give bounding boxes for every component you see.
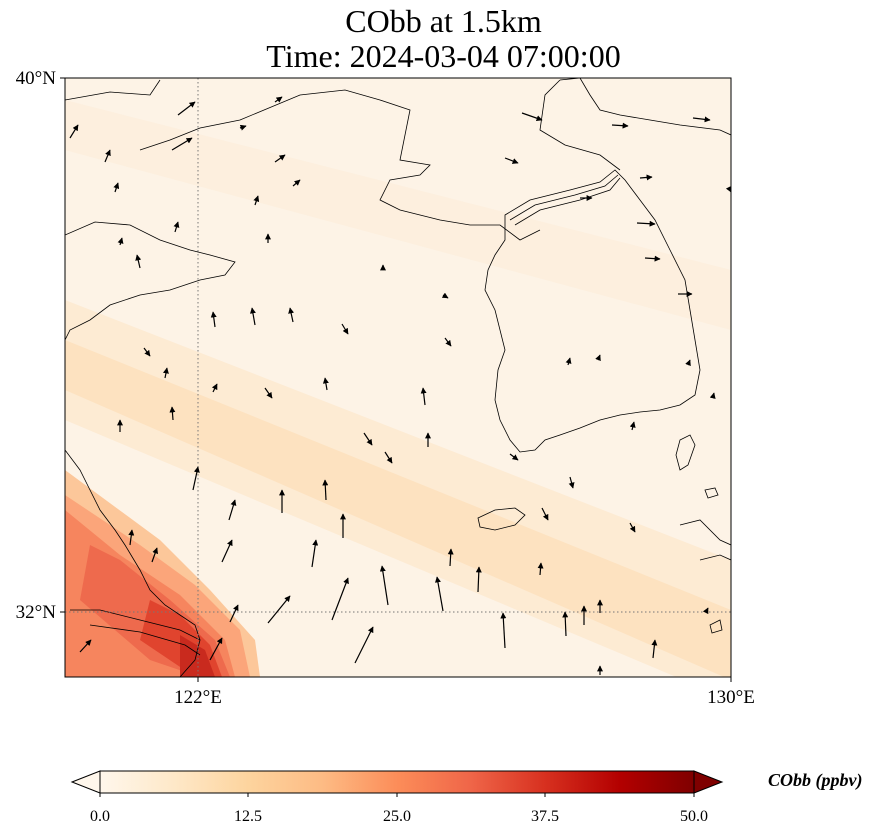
wind-arrow bbox=[709, 392, 716, 399]
wind-arrow bbox=[169, 406, 176, 421]
wind-arrow bbox=[629, 421, 636, 431]
wind-arrow bbox=[104, 149, 111, 163]
colorbar-tick-1: 12.5 bbox=[234, 808, 262, 825]
wind-arrow bbox=[173, 221, 180, 233]
coastlines bbox=[65, 78, 731, 677]
wind-arrow bbox=[311, 539, 319, 568]
wind-arrow bbox=[504, 157, 519, 164]
wind-arrow bbox=[685, 359, 691, 367]
wind-arrow bbox=[210, 311, 217, 328]
wind-arrow bbox=[228, 499, 237, 521]
wind-arrow bbox=[500, 612, 507, 649]
colorbar-tick-4: 50.0 bbox=[680, 808, 708, 825]
wind-arrow bbox=[249, 307, 256, 326]
wind-arrow bbox=[639, 174, 653, 181]
wind-arrow bbox=[384, 451, 393, 464]
lat-label-40: 40°N bbox=[16, 68, 57, 89]
wind-arrow bbox=[702, 607, 709, 615]
colorbar-tick-2: 25.0 bbox=[383, 808, 411, 825]
wind-arrow bbox=[79, 639, 92, 653]
wind-arrow bbox=[221, 539, 233, 563]
colorbar-low-extend bbox=[70, 770, 101, 794]
wind-arrow bbox=[565, 357, 572, 366]
wind-arrow bbox=[363, 432, 373, 446]
wind-arrow bbox=[595, 354, 601, 362]
wind-arrow bbox=[636, 220, 656, 227]
wind-arrow bbox=[267, 595, 291, 624]
wind-arrow bbox=[568, 476, 575, 489]
wind-arrow bbox=[171, 137, 193, 151]
wind-arrow bbox=[135, 254, 142, 269]
colorbar-tick-3: 37.5 bbox=[531, 808, 559, 825]
wind-arrow bbox=[331, 577, 349, 621]
axis-ticks bbox=[60, 77, 732, 682]
wind-arrow bbox=[229, 604, 239, 623]
wind-arrow bbox=[162, 367, 169, 379]
wind-arrow bbox=[420, 387, 427, 406]
wind-arrow bbox=[444, 337, 452, 347]
wind-arrow bbox=[509, 453, 519, 461]
wind-arrow bbox=[264, 387, 273, 399]
title-line-1: CObb at 1.5km bbox=[345, 3, 542, 39]
colorbar-label: CObb (ppbv) bbox=[768, 770, 863, 790]
chart-title: CObb at 1.5km Time: 2024-03-04 07:00:00 bbox=[0, 4, 887, 74]
wind-arrow bbox=[541, 507, 549, 521]
wind-arrow bbox=[177, 101, 196, 116]
wind-arrow bbox=[341, 323, 349, 335]
wind-arrow bbox=[537, 562, 544, 576]
wind-arrow bbox=[128, 529, 135, 546]
wind-arrow bbox=[562, 611, 569, 637]
wind-arrow bbox=[644, 255, 661, 262]
wind-arrow bbox=[274, 154, 286, 163]
wind-arrow bbox=[69, 124, 79, 139]
map-frame bbox=[64, 77, 732, 678]
concentration-field bbox=[65, 78, 731, 677]
wind-arrow bbox=[117, 237, 124, 246]
wind-arrow bbox=[447, 548, 454, 567]
wind-arrow bbox=[143, 347, 151, 357]
wind-arrow bbox=[629, 522, 636, 533]
colorbar-gradient bbox=[99, 770, 695, 794]
colorbar-tick-0: 0.0 bbox=[90, 808, 110, 825]
title-line-2: Time: 2024-03-04 07:00:00 bbox=[266, 38, 621, 74]
wind-arrow bbox=[354, 626, 374, 664]
wind-arrow bbox=[441, 292, 449, 299]
colorbar: 0.0 12.5 25.0 37.5 50.0 bbox=[70, 770, 724, 825]
lon-label-130: 130°E bbox=[707, 687, 755, 708]
colorbar-high-extend bbox=[693, 770, 724, 794]
lon-label-122: 122°E bbox=[174, 687, 222, 708]
wind-arrow bbox=[192, 466, 200, 491]
wind-arrow bbox=[692, 116, 711, 123]
wind-arrow bbox=[253, 195, 260, 206]
gridlines bbox=[65, 78, 731, 677]
wind-arrow bbox=[521, 112, 543, 122]
lat-label-32: 32°N bbox=[16, 602, 57, 623]
wind-arrow bbox=[211, 383, 218, 393]
wind-arrow bbox=[239, 124, 247, 131]
wind-arrow bbox=[113, 182, 120, 193]
wind-arrow bbox=[434, 576, 444, 612]
wind-arrow bbox=[379, 565, 389, 606]
wind-arrow bbox=[209, 637, 223, 661]
wind-vectors bbox=[69, 96, 732, 675]
wind-arrow bbox=[651, 639, 658, 659]
wind-arrow bbox=[322, 377, 329, 391]
wind-arrow bbox=[274, 96, 283, 103]
wind-arrow bbox=[288, 307, 295, 323]
wind-arrow bbox=[475, 566, 482, 593]
wind-arrow bbox=[151, 547, 159, 563]
wind-arrow bbox=[292, 179, 301, 187]
wind-arrow bbox=[611, 122, 629, 129]
wind-arrow bbox=[322, 479, 329, 501]
